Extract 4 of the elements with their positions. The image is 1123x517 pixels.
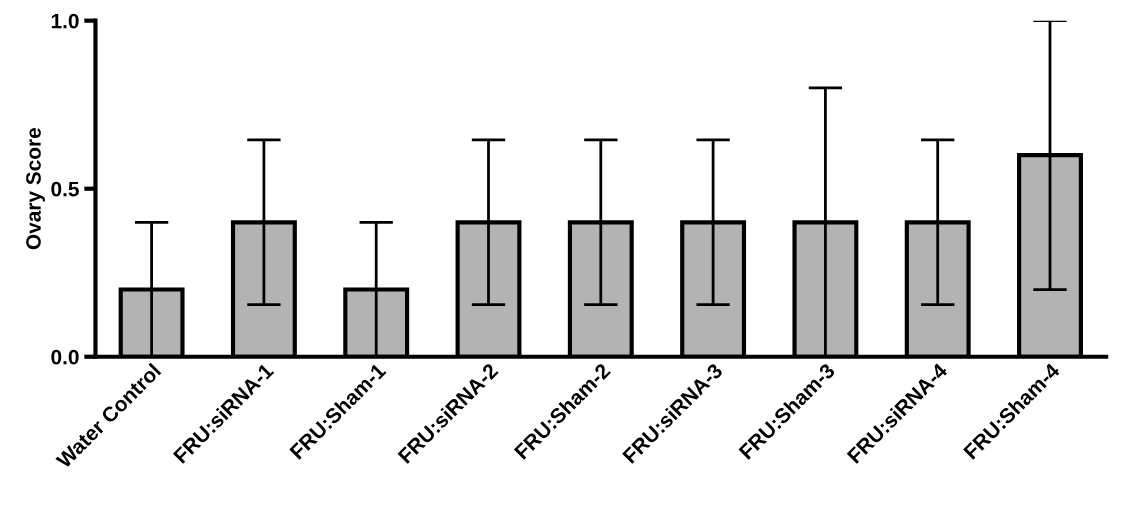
y-tick-label: 1.0 — [51, 13, 79, 29]
y-tick-label: 0.0 — [51, 349, 79, 365]
y-axis-title: Ovary Score — [26, 128, 45, 250]
y-tick-label: 0.5 — [51, 181, 79, 197]
